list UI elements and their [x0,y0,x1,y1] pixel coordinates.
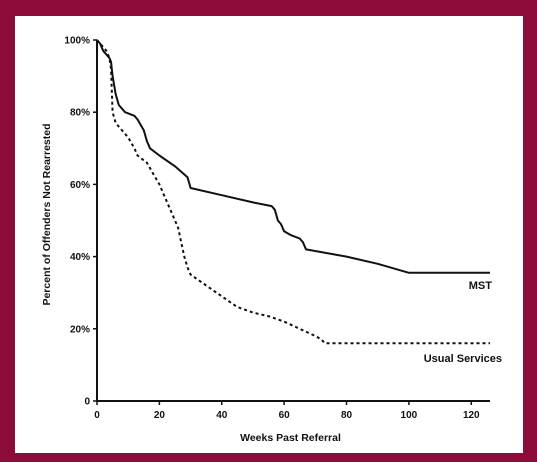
y-tick-label: 100% [64,36,90,47]
x-tick-label: 120 [463,410,480,421]
x-axis-label: Weeks Past Referral [240,432,341,444]
series-line-usual-services [96,39,490,345]
x-tick-label: 60 [279,410,291,421]
y-ticks: 0 20% 40% 60% 80% 100% [64,36,97,408]
y-axis-label: Percent of Offenders Not Rearrested [41,123,53,305]
series-label-mst: MST [469,280,493,292]
series-label-usual-services: Usual Services [424,353,502,365]
y-tick-label: 60% [70,180,90,191]
x-ticks: 0 20 40 60 80 100 120 [94,401,480,421]
series-line-mst [96,39,490,274]
y-tick-label: 40% [70,252,90,263]
y-tick-label: 0 [84,397,90,408]
series-layer [96,39,490,345]
axes [96,40,490,402]
x-tick-label: 80 [341,410,353,421]
x-tick-label: 0 [94,410,100,421]
x-tick-label: 40 [216,410,228,421]
y-tick-label: 20% [70,324,90,335]
chart-panel [15,16,523,453]
x-tick-label: 20 [154,410,166,421]
x-tick-label: 100 [401,410,418,421]
y-tick-label: 80% [70,108,90,119]
